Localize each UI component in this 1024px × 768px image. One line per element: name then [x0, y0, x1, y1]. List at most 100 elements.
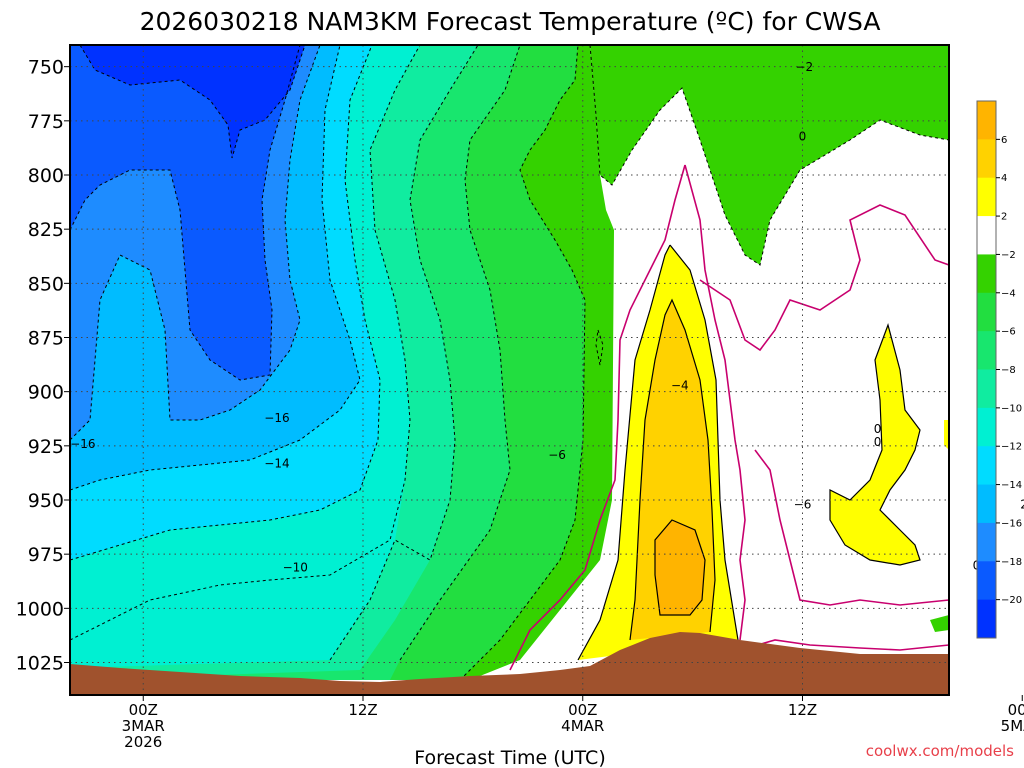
x-tick-label: 12Z [348, 701, 377, 719]
zero-contour-east [754, 449, 949, 606]
y-tick-label: 875 [28, 328, 64, 350]
contour-label: 2 [1020, 498, 1024, 512]
contour-line-4 [629, 298, 716, 641]
colorbar-swatch [977, 446, 996, 486]
contour-label: −6 [548, 448, 566, 462]
contour-label: −16 [264, 411, 289, 425]
field-green-2-sliver [930, 615, 949, 632]
contour-line-6 [654, 519, 706, 616]
chart-title: 2026030218 NAM3KM Forecast Temperature (… [140, 7, 881, 36]
x-tick-label: 2026 [124, 733, 162, 751]
colorbar-swatch [977, 139, 996, 179]
colorbar-label: −18 [1001, 557, 1022, 568]
colorbar-swatch [977, 331, 996, 370]
contour-label: 0 [874, 435, 882, 449]
contour-line-m8 [70, 45, 421, 641]
x-tick-label: 00Z [1008, 701, 1024, 719]
colorbar-label: −16 [1001, 518, 1022, 529]
y-tick-label: 950 [28, 490, 64, 512]
colorbar-swatch [977, 292, 996, 332]
contour-line-small [595, 329, 604, 366]
contour-label: −4 [671, 379, 689, 393]
colorbar: 6 4 2 −2 −4 −6 −8 −10 −12 −14 −16 −18 −20 [976, 100, 1022, 639]
x-axis-label: Forecast Time (UTC) [414, 747, 605, 768]
colorbar-swatch [977, 561, 996, 601]
field-yellow-2-edge [944, 420, 949, 450]
colorbar-swatch [977, 599, 996, 639]
colorbar-label: −6 [1001, 327, 1016, 338]
colorbar-swatch [977, 484, 996, 524]
colorbar-swatch [977, 254, 996, 294]
colorbar-label: −14 [1001, 480, 1022, 491]
colorbar-label: −20 [1001, 595, 1022, 606]
contour-line-2b [577, 244, 671, 661]
gridlines [70, 45, 949, 695]
contour-line-2r [829, 323, 921, 566]
contour-label: 0 [973, 558, 981, 572]
colorbar-swatch [977, 101, 996, 140]
contour-line-2 [669, 244, 739, 641]
dashed-contours [70, 45, 949, 681]
field-green-2-upper [590, 45, 949, 265]
contour-labels: −20−4−6−6−16−16−14−1000022 [70, 60, 1024, 575]
zero-contour-lower [739, 639, 949, 651]
y-tick-label: 750 [28, 57, 64, 79]
zero-contour-upper [699, 204, 949, 352]
y-tick-label: 850 [28, 273, 64, 295]
field-yellow-2-right [830, 325, 920, 565]
y-tick-label: 900 [28, 382, 64, 404]
solid-contours [577, 244, 921, 661]
colorbar-label: 2 [1001, 212, 1007, 223]
colorbar-swatch [977, 177, 996, 217]
y-tick-label: 1000 [16, 598, 64, 620]
field-blue-20 [80, 45, 305, 158]
y-tick-label: 825 [28, 219, 64, 241]
plot-area [70, 45, 949, 695]
colorbar-label: 6 [1001, 135, 1007, 146]
contour-label: −6 [794, 498, 812, 512]
y-axis: 750 775 800 825 850 875 900 925 950 975 1000 1025 [16, 57, 70, 675]
contour-label: −14 [264, 457, 289, 471]
zero-contour-inner [684, 164, 746, 641]
contour-line-m18 [79, 45, 306, 159]
contour-label: −16 [70, 437, 95, 451]
contour-line-m6 [329, 45, 479, 661]
colorbar-label: −10 [1001, 403, 1022, 414]
x-tick-label: 3MAR [122, 717, 165, 735]
y-tick-label: 1025 [16, 653, 64, 675]
y-tick-label: 975 [28, 544, 64, 566]
contour-line-m2b [589, 45, 949, 266]
zero-contours [509, 164, 949, 671]
field-orange-6 [655, 520, 705, 615]
colorbar-label: −2 [1001, 250, 1016, 261]
x-tick-label: 4MAR [561, 717, 604, 735]
x-tick-label: 00Z [568, 701, 597, 719]
colorbar-label: −8 [1001, 365, 1016, 376]
x-tick-label: 5MAR [1001, 717, 1024, 735]
x-tick-label: 00Z [129, 701, 158, 719]
contour-line-m2 [459, 45, 586, 681]
colorbar-swatch [977, 369, 996, 409]
terrain [70, 632, 949, 695]
plot-frame [69, 44, 950, 696]
colorbar-label: 4 [1001, 173, 1007, 184]
contour-line-m4 [399, 45, 521, 661]
contour-label: 0 [799, 129, 807, 143]
y-tick-label: 925 [28, 436, 64, 458]
contour-line-m16 [70, 45, 301, 381]
colorbar-label: −4 [1001, 288, 1016, 299]
x-axis: 00Z3MAR202612Z00Z4MAR12Z00Z5MAR [122, 695, 1024, 751]
colorbar-swatch [977, 522, 996, 562]
colorbar-swatch [977, 216, 996, 255]
contour-label: 0 [874, 422, 882, 436]
contour-label: −10 [283, 561, 308, 575]
x-tick-label: 12Z [788, 701, 817, 719]
y-tick-label: 775 [28, 111, 64, 133]
contour-label: −2 [795, 60, 813, 74]
zero-contour-main [509, 164, 686, 671]
y-tick-label: 800 [28, 165, 64, 187]
contour-line-m14 [70, 45, 321, 441]
credit-text: coolwx.com/models [866, 742, 1014, 760]
colorbar-swatch [977, 407, 996, 447]
